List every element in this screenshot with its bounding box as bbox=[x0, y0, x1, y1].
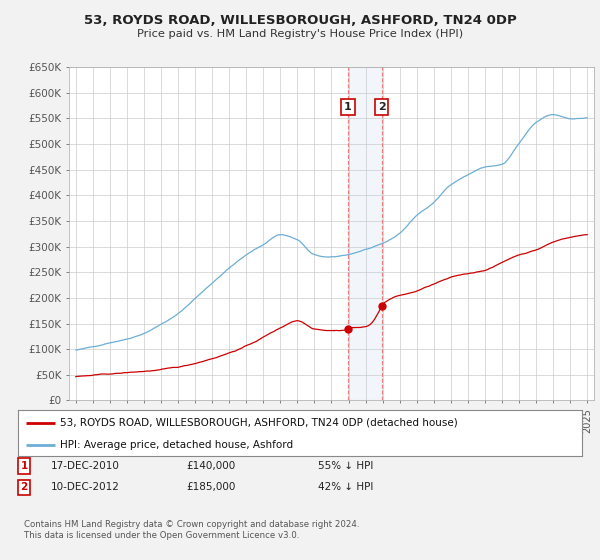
Text: 42% ↓ HPI: 42% ↓ HPI bbox=[318, 482, 373, 492]
Text: Price paid vs. HM Land Registry's House Price Index (HPI): Price paid vs. HM Land Registry's House … bbox=[137, 29, 463, 39]
Text: Contains HM Land Registry data © Crown copyright and database right 2024.
This d: Contains HM Land Registry data © Crown c… bbox=[24, 520, 359, 540]
Text: HPI: Average price, detached house, Ashford: HPI: Average price, detached house, Ashf… bbox=[60, 440, 293, 450]
Text: 55% ↓ HPI: 55% ↓ HPI bbox=[318, 461, 373, 471]
Text: 53, ROYDS ROAD, WILLESBOROUGH, ASHFORD, TN24 0DP: 53, ROYDS ROAD, WILLESBOROUGH, ASHFORD, … bbox=[83, 14, 517, 27]
Text: 1: 1 bbox=[20, 461, 28, 471]
Text: 2: 2 bbox=[378, 102, 385, 112]
Text: 53, ROYDS ROAD, WILLESBOROUGH, ASHFORD, TN24 0DP (detached house): 53, ROYDS ROAD, WILLESBOROUGH, ASHFORD, … bbox=[60, 418, 458, 428]
Text: £140,000: £140,000 bbox=[186, 461, 235, 471]
Text: 2: 2 bbox=[20, 482, 28, 492]
Text: 1: 1 bbox=[344, 102, 352, 112]
Text: £185,000: £185,000 bbox=[186, 482, 235, 492]
Bar bbox=[348, 67, 382, 400]
Text: 10-DEC-2012: 10-DEC-2012 bbox=[51, 482, 120, 492]
Text: 17-DEC-2010: 17-DEC-2010 bbox=[51, 461, 120, 471]
